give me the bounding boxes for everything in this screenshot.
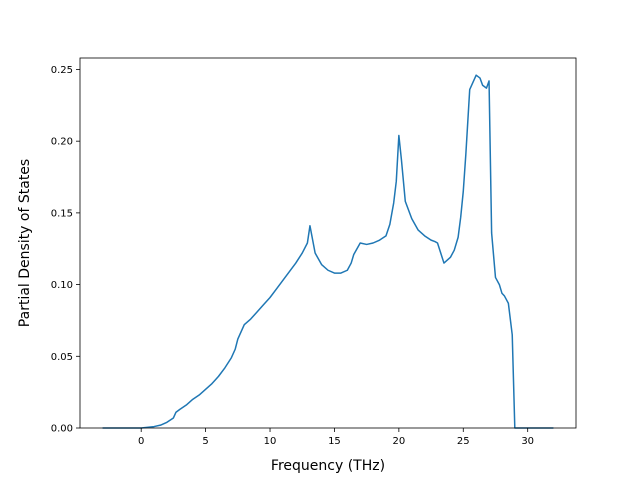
x-axis-ticks: 0 5 10 15 20 25 30 xyxy=(138,428,534,447)
y-axis-ticks: 0.00 0.05 0.10 0.15 0.20 0.25 xyxy=(51,65,80,435)
x-tick-label: 25 xyxy=(457,436,470,447)
y-tick-label: 0.15 xyxy=(51,208,73,219)
plot-area xyxy=(79,57,577,429)
series-line xyxy=(102,74,554,429)
y-tick-label: 0.05 xyxy=(51,352,73,363)
y-axis-label: Partial Density of States xyxy=(17,159,33,327)
y-tick-label: 0.10 xyxy=(51,280,73,291)
x-tick-label: 15 xyxy=(328,436,341,447)
x-tick-label: 20 xyxy=(392,436,405,447)
y-tick-label: 0.25 xyxy=(51,65,73,76)
y-tick-label: 0.20 xyxy=(51,137,73,148)
x-tick-label: 30 xyxy=(521,436,534,447)
x-axis-label: Frequency (THz) xyxy=(271,458,385,474)
y-tick-label: 0.00 xyxy=(51,424,73,435)
x-tick-label: 0 xyxy=(138,436,144,447)
x-tick-label: 5 xyxy=(202,436,208,447)
axes-frame xyxy=(79,57,577,429)
x-tick-label: 10 xyxy=(264,436,277,447)
